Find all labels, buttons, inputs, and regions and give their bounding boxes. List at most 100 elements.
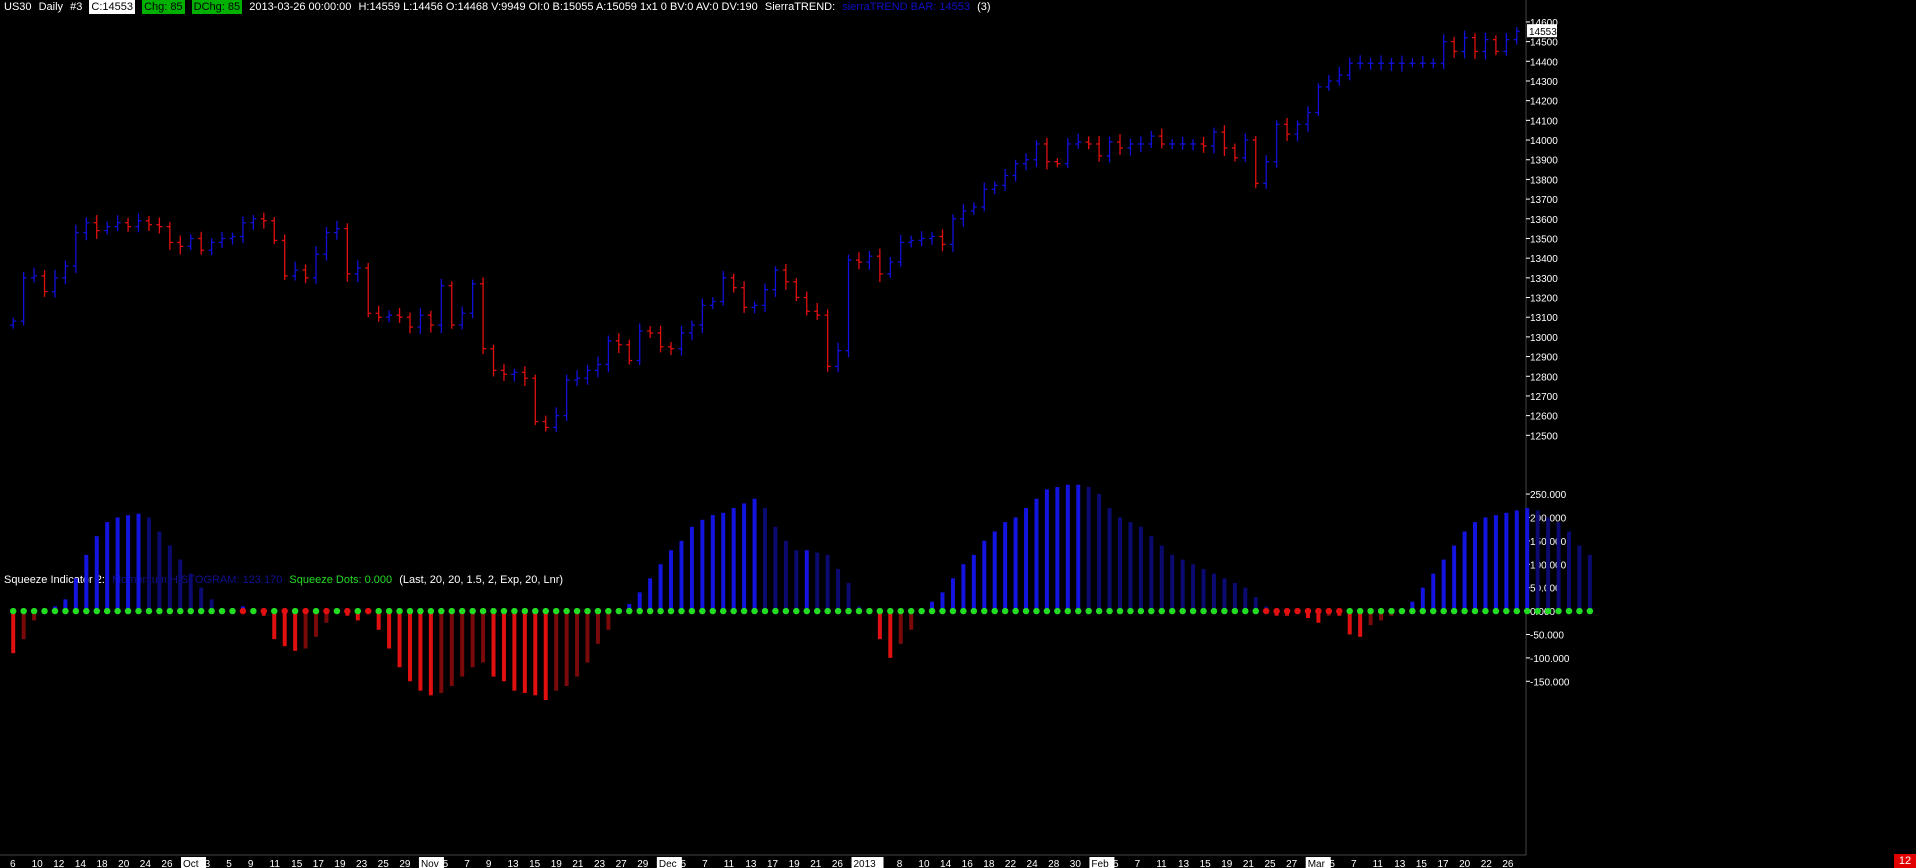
squeeze-dot — [1242, 607, 1249, 615]
date-label: 3 — [205, 859, 211, 868]
squeeze-dot — [667, 607, 675, 615]
squeeze-dot — [1356, 607, 1364, 615]
histogram-bar — [721, 512, 726, 612]
squeeze-dot — [1210, 607, 1218, 615]
histogram-bar — [1253, 597, 1258, 612]
squeeze-dot — [281, 607, 288, 615]
squeeze-dot — [751, 607, 758, 615]
squeeze-dot — [1346, 607, 1353, 615]
histogram-bar — [1201, 568, 1206, 612]
histogram-bar — [209, 599, 214, 612]
histogram-bar — [627, 604, 632, 612]
histogram-bar — [1546, 517, 1551, 612]
squeeze-dot — [156, 607, 163, 615]
squeeze-dot — [688, 607, 696, 615]
squeeze-dot — [1377, 607, 1385, 615]
squeeze-dot — [1158, 607, 1165, 615]
symbol-label[interactable]: US30 — [4, 1, 32, 13]
squeeze-dot — [479, 607, 487, 615]
chart-number: #3 — [70, 1, 83, 13]
date-label: 15 — [1200, 859, 1212, 868]
histogram-bar — [1128, 522, 1133, 612]
squeeze-dot — [406, 607, 414, 615]
histogram-bar — [648, 578, 653, 612]
squeeze-dot — [960, 607, 967, 615]
squeeze-dot — [1482, 607, 1489, 615]
histogram-bar — [658, 564, 663, 612]
squeeze-dot — [41, 607, 48, 615]
chart-header: US30 Daily #3 C:14553 Chg: 85 DChg: 85 2… — [4, 0, 995, 16]
date-label-highlight — [851, 857, 884, 868]
date-label: 7 — [1135, 859, 1141, 868]
histogram-bar — [1358, 611, 1363, 637]
histogram-bar — [282, 611, 287, 647]
squeeze-dot — [814, 607, 821, 615]
date-label: Dec — [659, 859, 677, 868]
squeeze-dot — [1064, 607, 1072, 615]
histogram-bar — [84, 554, 89, 612]
squeeze-dot — [1095, 607, 1103, 615]
date-label: 16 — [962, 859, 974, 868]
squeeze-dot — [678, 607, 685, 615]
date-label: 5 — [1113, 859, 1119, 868]
histogram-bar — [376, 611, 381, 630]
histogram-bar — [1305, 611, 1310, 619]
histogram-bar — [1452, 545, 1457, 612]
histogram-bar — [700, 519, 705, 612]
squeeze-dot — [761, 607, 769, 615]
squeeze-dot — [1534, 607, 1541, 615]
squeeze-dot — [918, 607, 925, 615]
squeeze-dot — [427, 607, 435, 615]
squeeze-dot — [542, 607, 549, 615]
squeeze-dot — [1450, 607, 1458, 615]
histogram-bar — [178, 559, 183, 612]
histogram-bar — [1504, 512, 1509, 612]
study-value: sierraTREND BAR: 14553 — [842, 1, 970, 13]
date-label: 21 — [1243, 859, 1255, 868]
squeeze-dot — [1022, 607, 1030, 615]
squeeze-dot — [803, 607, 810, 615]
hist-tick-label: -100.000 — [1530, 654, 1570, 665]
histogram-bar — [1170, 554, 1175, 612]
squeeze-dot — [1555, 607, 1562, 615]
squeeze-dot — [197, 607, 205, 615]
histogram-bar — [188, 573, 193, 612]
histogram-bar — [105, 522, 110, 612]
squeeze-dot — [1388, 607, 1395, 615]
histogram-bar — [1138, 526, 1143, 612]
histogram-bar — [199, 587, 204, 612]
histogram-bar — [522, 611, 527, 693]
date-label: 13 — [507, 859, 519, 868]
squeeze-dot — [1367, 607, 1374, 615]
date-label: 26 — [1502, 859, 1514, 868]
histogram-bar — [32, 611, 37, 621]
squeeze-dot — [500, 607, 508, 615]
squeeze-dot — [855, 607, 863, 615]
close-value-badge: C:14553 — [89, 0, 136, 14]
squeeze-dot — [438, 607, 445, 615]
squeeze-dot — [323, 607, 330, 615]
histogram-bar — [1118, 517, 1123, 612]
histogram-bar — [554, 611, 559, 691]
histogram-readout: Momentum HISTOGRAM: 123.170 — [111, 574, 283, 586]
squeeze-dot — [1127, 607, 1134, 615]
corner-badge: 12 — [1894, 854, 1916, 868]
histogram-bar — [136, 513, 141, 612]
squeeze-dot — [730, 607, 737, 615]
histogram-bar — [846, 582, 851, 612]
squeeze-dot — [375, 607, 382, 615]
squeeze-dot — [51, 607, 59, 615]
squeeze-dot — [1409, 607, 1416, 615]
squeeze-dot — [1189, 607, 1197, 615]
squeeze-dot — [1325, 607, 1333, 615]
period-label[interactable]: Daily — [38, 1, 64, 13]
histogram-bar — [512, 611, 517, 691]
squeeze-dot — [1200, 607, 1207, 615]
date-label: 21 — [810, 859, 822, 868]
squeeze-dot — [1565, 607, 1573, 615]
squeeze-dot — [636, 607, 643, 615]
date-label: 15 — [1416, 859, 1428, 868]
histogram-bar — [1379, 611, 1384, 621]
price-tick-label: 13400 — [1530, 254, 1558, 265]
